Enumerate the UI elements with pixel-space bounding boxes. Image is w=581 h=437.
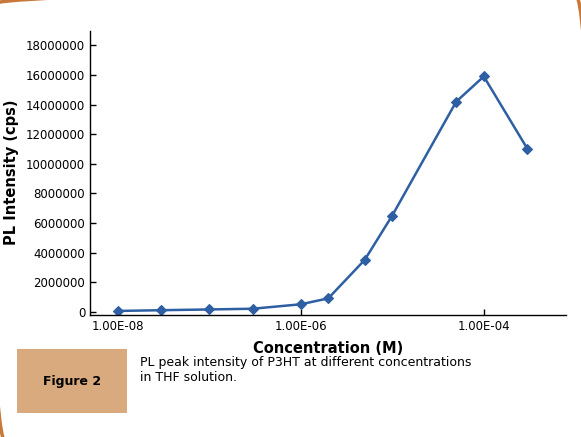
FancyBboxPatch shape xyxy=(17,349,127,413)
Y-axis label: PL Intensity (cps): PL Intensity (cps) xyxy=(4,100,19,245)
Text: PL peak intensity of P3HT at different concentrations
in THF solution.: PL peak intensity of P3HT at different c… xyxy=(141,356,472,384)
X-axis label: Concentration (M): Concentration (M) xyxy=(253,341,403,356)
Text: Figure 2: Figure 2 xyxy=(43,375,101,388)
